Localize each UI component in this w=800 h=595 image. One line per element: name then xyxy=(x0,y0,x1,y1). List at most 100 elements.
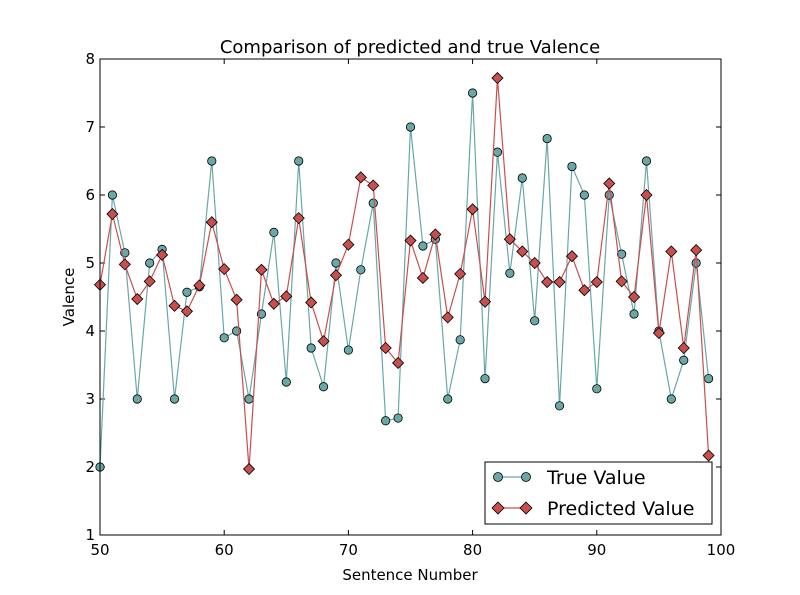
data-point xyxy=(281,377,291,387)
data-point xyxy=(292,212,305,225)
data-point xyxy=(627,290,641,304)
data-point xyxy=(528,256,541,270)
series-line xyxy=(99,92,710,468)
data-point xyxy=(466,203,479,216)
data-point xyxy=(182,287,192,297)
data-point xyxy=(269,227,279,237)
data-point xyxy=(641,156,652,166)
legend-true-marker-left xyxy=(493,472,503,482)
data-point xyxy=(615,275,628,288)
y-tick-label: 3 xyxy=(85,390,95,408)
data-point xyxy=(331,258,341,268)
data-point xyxy=(244,394,254,404)
data-point xyxy=(218,263,231,276)
x-tick-label: 100 xyxy=(707,541,736,559)
data-point xyxy=(592,384,602,394)
series-true-value xyxy=(95,88,714,472)
data-point xyxy=(132,394,142,404)
data-point xyxy=(367,179,380,192)
data-point xyxy=(305,296,318,309)
data-point xyxy=(691,258,701,268)
data-point xyxy=(106,207,119,221)
legend-box xyxy=(484,461,713,525)
data-point xyxy=(617,249,627,259)
data-point xyxy=(530,316,540,326)
data-point xyxy=(343,345,353,355)
data-point xyxy=(405,122,416,132)
y-tick-label: 4 xyxy=(85,322,95,340)
y-tick-label: 6 xyxy=(85,186,95,204)
data-point xyxy=(652,326,665,340)
data-point xyxy=(690,244,703,257)
data-point xyxy=(418,241,428,251)
data-point xyxy=(342,238,355,251)
data-point xyxy=(393,413,403,423)
legend: True Value Predicted Value xyxy=(484,461,713,525)
data-point xyxy=(242,462,256,476)
data-point xyxy=(454,267,467,280)
data-point xyxy=(503,233,516,246)
data-point xyxy=(480,373,490,384)
series-line xyxy=(99,77,710,470)
data-point xyxy=(404,234,417,247)
data-point xyxy=(230,293,243,306)
data-point xyxy=(542,133,552,144)
x-tick-label: 50 xyxy=(90,541,109,559)
data-point xyxy=(168,299,181,312)
chart-title: Comparison of predicted and true Valence xyxy=(220,37,600,58)
data-point xyxy=(219,333,229,343)
data-point xyxy=(356,265,366,275)
data-point xyxy=(629,309,639,319)
data-point xyxy=(156,248,169,261)
data-point xyxy=(207,156,217,166)
y-tick-label: 2 xyxy=(85,458,95,476)
data-point xyxy=(677,341,690,355)
data-point xyxy=(329,269,343,282)
data-point xyxy=(145,258,155,268)
data-point xyxy=(666,394,676,404)
data-point xyxy=(492,147,503,157)
data-point xyxy=(604,190,614,200)
data-point xyxy=(267,297,280,310)
data-point xyxy=(441,311,454,324)
data-point xyxy=(381,416,391,426)
x-tick-label: 80 xyxy=(463,541,482,559)
data-point xyxy=(169,394,180,404)
legend-pred-marker-left xyxy=(491,501,505,515)
data-point xyxy=(478,295,492,308)
data-point xyxy=(516,245,529,258)
data-point xyxy=(455,335,465,345)
data-point xyxy=(579,190,589,200)
y-tick-label: 5 xyxy=(85,254,95,272)
data-point xyxy=(392,356,405,370)
data-point xyxy=(603,177,616,190)
data-point xyxy=(505,268,515,278)
data-point xyxy=(679,355,689,365)
data-point xyxy=(416,271,429,285)
data-point xyxy=(118,258,131,271)
legend-true-marker-right xyxy=(521,472,531,482)
data-point xyxy=(590,275,603,289)
x-tick-label: 70 xyxy=(339,541,358,559)
y-tick-label: 7 xyxy=(85,118,95,136)
data-point xyxy=(205,216,218,229)
data-point xyxy=(703,373,714,384)
legend-pred-marker-right xyxy=(519,501,533,515)
data-point xyxy=(491,71,504,85)
legend-true-label: True Value xyxy=(546,467,646,489)
series-predicted-value xyxy=(93,71,715,476)
data-point xyxy=(553,275,566,289)
data-point xyxy=(565,250,579,263)
data-point xyxy=(517,173,527,183)
data-point xyxy=(318,382,329,392)
data-point xyxy=(541,275,554,289)
data-point xyxy=(107,190,118,200)
data-point xyxy=(429,228,442,241)
y-axis-label: Valence xyxy=(60,268,78,327)
axes-border xyxy=(99,58,722,536)
y-tick-label: 8 xyxy=(85,50,95,68)
data-point xyxy=(443,394,453,404)
x-axis-label: Sentence Number xyxy=(342,566,478,584)
data-point xyxy=(665,245,678,258)
data-point xyxy=(379,341,392,355)
